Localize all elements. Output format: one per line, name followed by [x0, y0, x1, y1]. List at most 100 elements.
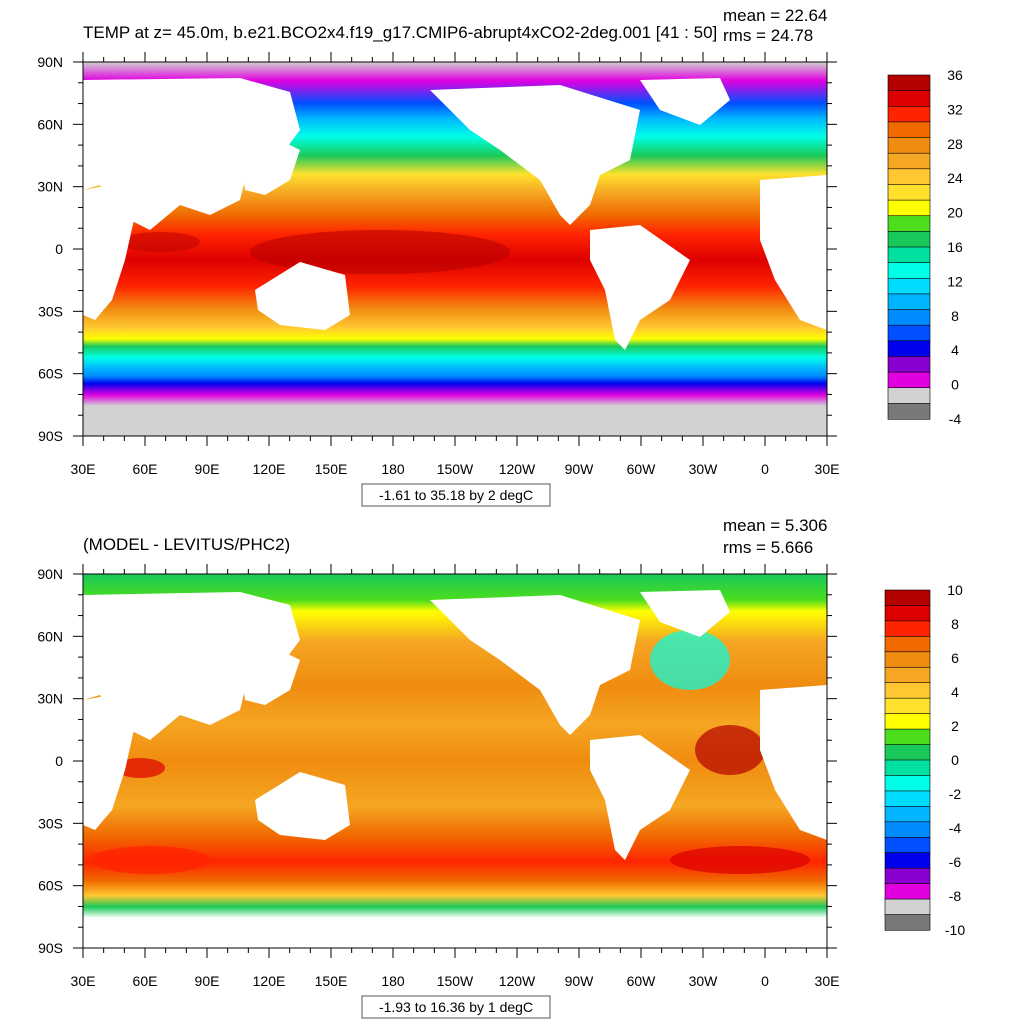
colorbar-swatch: [887, 277, 931, 295]
warm-pool: [120, 232, 200, 252]
lat-tick-label: 30S: [38, 303, 63, 319]
colorbar-swatch: [884, 636, 931, 653]
axis-ticks: [73, 564, 837, 958]
panel-title: (MODEL - LEVITUS/PHC2): [83, 535, 290, 554]
lon-tick-label: 180: [381, 461, 405, 477]
axis-ticks: [73, 52, 837, 446]
anomaly-hotspot: [670, 846, 810, 874]
land-south-america: [590, 225, 690, 350]
map-plot: 90N 60N 30N 0 30S 60S 90S 30E 60E 90E 120E 150E 180…: [37, 52, 839, 477]
colorbar-label: 10: [947, 582, 963, 598]
colorbar-label: 28: [947, 136, 963, 152]
colorbar-swatch: [887, 152, 931, 170]
colorbar-swatch: [884, 775, 931, 792]
lon-tick-label: 30W: [689, 461, 719, 477]
contour-range-label: -1.61 to 35.18 by 2 degC: [379, 487, 533, 503]
colorbar-swatch: [884, 852, 931, 869]
colorbar-swatch: [884, 883, 931, 900]
colorbar-swatch: [884, 589, 931, 607]
colorbar-label: 0: [951, 377, 959, 393]
lon-tick-label: 90W: [565, 461, 595, 477]
colorbar-label: -6: [949, 854, 962, 870]
colorbar-swatch: [887, 340, 931, 358]
colorbar-swatch: [884, 744, 931, 761]
land-greenland: [640, 78, 730, 125]
land-australia: [255, 772, 350, 840]
land-greenland: [640, 590, 730, 637]
cool-anomaly: [650, 630, 730, 690]
colorbar-swatch: [887, 215, 931, 232]
colorbar-label: 12: [947, 273, 963, 289]
colorbar-label: 8: [951, 616, 959, 632]
land-africa-west: [760, 175, 827, 330]
contour-range-label: -1.93 to 16.36 by 1 degC: [379, 999, 533, 1015]
land-south-america: [590, 735, 690, 860]
colorbar-swatch: [884, 651, 931, 668]
colorbar-label: 36: [947, 67, 963, 83]
lon-tick-label: 30E: [71, 973, 96, 989]
colorbar-label: 4: [951, 342, 959, 358]
colorbar-swatch: [887, 231, 931, 248]
colorbar-label: 0: [951, 752, 959, 768]
colorbar-swatch: [887, 387, 931, 404]
map-plot: 90N 60N 30N 0 30S 60S 90S 30E 60E 90E 120E 150E 180…: [37, 564, 839, 989]
lat-tick-label: 90N: [37, 566, 63, 582]
lat-tick-label: 60N: [37, 628, 63, 644]
colorbar-swatch: [887, 293, 931, 311]
lat-tick-label: 60N: [37, 116, 63, 132]
anomaly-hotspot: [115, 758, 165, 778]
colorbar-label: 6: [951, 650, 959, 666]
lon-tick-label: 30E: [815, 461, 840, 477]
colorbar-swatch: [884, 605, 931, 622]
colorbar-label: 2: [951, 718, 959, 734]
lat-tick-label: 30S: [38, 815, 63, 831]
lon-tick-label: 30E: [815, 973, 840, 989]
colorbar-swatch: [884, 898, 931, 916]
colorbar-swatch: [887, 309, 931, 326]
colorbar-swatch: [887, 90, 931, 107]
land-africa: [83, 185, 135, 320]
anomaly-hotspot: [695, 725, 765, 775]
colorbar-label: 16: [947, 239, 963, 255]
land-africa: [83, 695, 135, 830]
lon-tick-label: 150W: [437, 973, 474, 989]
lat-tick-label: 30N: [37, 691, 63, 707]
lon-tick-label: 120W: [499, 461, 536, 477]
lon-tick-label: 60W: [627, 973, 657, 989]
lon-tick-label: 90W: [565, 973, 595, 989]
mean-label: mean = 5.306: [723, 516, 827, 535]
colorbar-label: -4: [949, 820, 962, 836]
lon-tick-label: 90E: [195, 973, 220, 989]
land-asia-east: [240, 650, 300, 705]
land-eurasia: [83, 78, 300, 230]
colorbar: 36 32 28 24 20 16 12 8 4 0 -4: [887, 67, 963, 427]
lat-tick-label: 90S: [38, 940, 63, 956]
land-asia-east: [240, 140, 300, 195]
colorbar: 10 8 6 4 2 0 -2 -4 -6 -8 -10: [884, 582, 965, 938]
lon-tick-label: 120E: [253, 461, 286, 477]
colorbar-swatch: [887, 262, 931, 279]
land-masks: [83, 590, 827, 860]
lon-tick-label: 30E: [71, 461, 96, 477]
lon-tick-label: 90E: [195, 461, 220, 477]
colorbar-swatch: [884, 682, 931, 699]
colorbar-label: -2: [949, 786, 962, 802]
rms-label: rms = 24.78: [723, 26, 813, 45]
lon-tick-label: 0: [761, 461, 769, 477]
longitude-axis: 30E 60E 90E 120E 150E 180 150W 120W 90W 60W 30W 0 30…: [71, 461, 840, 477]
colorbar-swatch: [887, 371, 931, 389]
colorbar-swatch: [887, 184, 931, 201]
colorbar-swatch: [887, 246, 931, 264]
lon-tick-label: 120W: [499, 973, 536, 989]
lon-tick-label: 150W: [437, 461, 474, 477]
land-africa-west: [760, 685, 827, 840]
colorbar-swatch: [884, 666, 931, 684]
lat-tick-label: 90N: [37, 54, 63, 70]
colorbar-swatch: [884, 914, 931, 931]
colorbar-swatch: [884, 697, 931, 715]
lon-tick-label: 60E: [133, 973, 158, 989]
land-north-america: [430, 595, 640, 735]
lon-tick-label: 0: [761, 973, 769, 989]
lat-tick-label: 90S: [38, 428, 63, 444]
